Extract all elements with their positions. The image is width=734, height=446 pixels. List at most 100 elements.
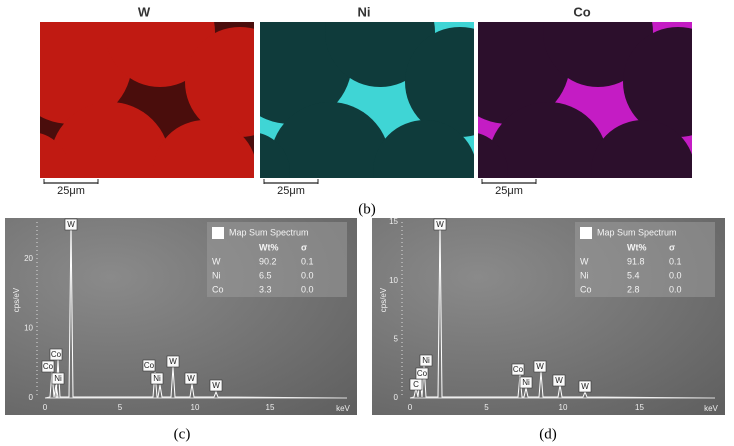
peak-label: W <box>536 362 544 371</box>
grain <box>623 27 692 137</box>
peak-label-box <box>150 372 164 385</box>
peak-label-box <box>142 359 156 372</box>
panel-label: (b) <box>358 201 376 217</box>
table-cell: Ni <box>212 270 221 280</box>
legend-box <box>575 222 715 297</box>
table-cell: 5.4 <box>627 270 640 280</box>
peak-label: Ni <box>522 378 530 387</box>
x-tick-label: 10 <box>191 403 200 412</box>
peak-label-box <box>419 354 433 367</box>
peak-label-box <box>552 374 566 387</box>
peak-label: W <box>67 220 75 229</box>
map-image <box>40 22 254 178</box>
grain <box>153 120 254 178</box>
peak-label-box <box>184 372 198 385</box>
peak-label: Ni <box>422 356 430 365</box>
peak-label: W <box>212 381 220 390</box>
table-cell: Co <box>212 284 224 294</box>
legend-box <box>207 222 347 297</box>
legend-swatch <box>212 227 224 239</box>
x-tick-label: 10 <box>559 403 568 412</box>
y-axis-label: cps/eV <box>379 287 388 312</box>
table-cell: 91.8 <box>627 256 645 266</box>
peak-label: W <box>169 357 177 366</box>
peak-label: W <box>436 220 444 229</box>
element-map <box>478 22 692 178</box>
peak-label-box <box>209 379 223 392</box>
x-tick-label: 5 <box>484 403 489 412</box>
y-tick-label: 10 <box>389 276 398 285</box>
grain <box>185 27 254 137</box>
peak-label-box <box>41 360 55 373</box>
peak-label-box <box>433 218 447 231</box>
grain <box>270 102 390 178</box>
x-tick-label: 0 <box>408 403 413 412</box>
table-cell: 0.1 <box>301 256 314 266</box>
legend-swatch <box>580 227 592 239</box>
grain <box>40 133 70 178</box>
peak-label-box <box>166 355 180 368</box>
grain <box>405 27 474 137</box>
grain <box>260 133 290 178</box>
table-header: σ <box>301 242 307 252</box>
table-cell: 0.1 <box>669 256 682 266</box>
y-tick-label: 10 <box>24 324 33 333</box>
element-map <box>40 22 254 178</box>
peak-label: Co <box>43 362 54 371</box>
scale-label: 25μm <box>495 185 523 197</box>
table-header: Wt% <box>259 242 279 252</box>
y-tick-label: 15 <box>389 217 398 226</box>
x-axis-label: keV <box>704 404 718 413</box>
scale-label: 25μm <box>57 185 85 197</box>
peak-label: Co <box>144 361 155 370</box>
spectrum-trace <box>44 221 346 399</box>
scale-label: 25μm <box>277 185 305 197</box>
peak-label-box <box>51 372 65 385</box>
table-header: Wt% <box>627 242 647 252</box>
map-title: Co <box>573 4 590 19</box>
table-cell: Ni <box>580 270 589 280</box>
y-axis-label: cps/eV <box>12 287 21 312</box>
peak-label-box <box>49 348 63 361</box>
grain <box>50 102 170 178</box>
peak-label-box <box>64 218 78 231</box>
peak-label: Ni <box>153 374 161 383</box>
legend-title: Map Sum Spectrum <box>229 227 309 237</box>
grain <box>373 120 474 178</box>
x-tick-label: 15 <box>266 403 275 412</box>
table-cell: W <box>212 256 221 266</box>
map-title: Ni <box>358 4 371 19</box>
grain <box>591 120 692 178</box>
peak-label: W <box>555 376 563 385</box>
peak-label-box <box>519 376 533 389</box>
peak-label: Co <box>51 350 62 359</box>
x-tick-label: 5 <box>118 403 123 412</box>
peak-label: Co <box>513 365 524 374</box>
map-title: W <box>138 4 151 19</box>
x-tick-label: 15 <box>635 403 644 412</box>
peak-label: C <box>413 380 419 389</box>
map-image <box>260 22 474 178</box>
peak-label-box <box>578 380 592 393</box>
panel-label: (c) <box>174 426 191 442</box>
grain <box>478 133 508 178</box>
y-tick-label: 5 <box>394 334 399 343</box>
table-cell: 6.5 <box>259 270 272 280</box>
table-cell: 3.3 <box>259 284 272 294</box>
legend-title: Map Sum Spectrum <box>597 227 677 237</box>
grain <box>488 102 608 178</box>
peak-label-box <box>415 367 429 380</box>
panel-label: (d) <box>539 426 557 442</box>
y-tick-label: 0 <box>394 393 399 402</box>
x-axis-label: keV <box>336 404 350 413</box>
table-cell: 90.2 <box>259 256 277 266</box>
table-cell: 0.0 <box>301 270 314 280</box>
peak-label-box <box>511 363 525 376</box>
map-image <box>478 22 692 178</box>
table-cell: 2.8 <box>627 284 640 294</box>
x-tick-label: 0 <box>43 403 48 412</box>
table-cell: Co <box>580 284 592 294</box>
peak-label: W <box>581 382 589 391</box>
table-cell: W <box>580 256 589 266</box>
